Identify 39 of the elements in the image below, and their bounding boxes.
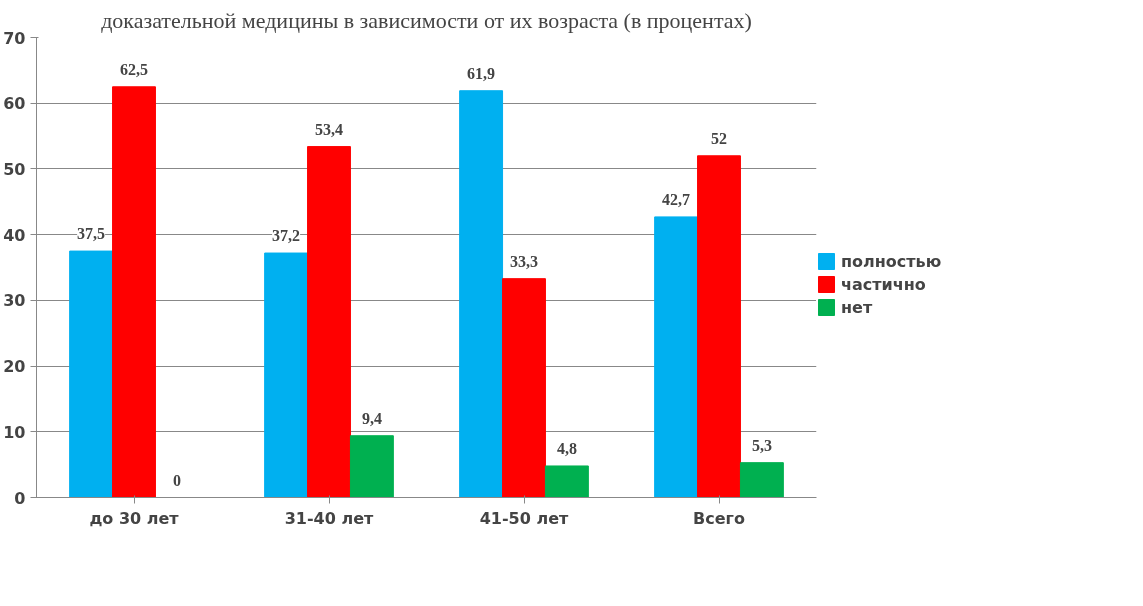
bar	[112, 86, 156, 498]
y-tick-label: 50	[3, 159, 26, 179]
data-label: 33,3	[510, 252, 538, 270]
bar	[544, 465, 589, 498]
bar	[307, 146, 351, 498]
x-tick-label: до 30 лет	[89, 508, 180, 528]
y-tick-label: 10	[3, 422, 26, 442]
chart-title: доказательной медицины в зависимости от их возраста (в процентах)	[101, 7, 752, 33]
y-tick-label: 70	[3, 28, 26, 48]
y-tick-label: 40	[3, 225, 26, 245]
data-label: 37,2	[272, 227, 301, 245]
data-label: 9,4	[361, 409, 382, 427]
data-label: 0	[172, 471, 181, 489]
y-tick-label: 60	[3, 94, 26, 114]
bar	[264, 252, 309, 498]
legend-label: нет	[841, 297, 873, 317]
bar	[349, 435, 394, 498]
bar	[739, 462, 784, 498]
x-tick-label: Всего	[693, 508, 745, 528]
data-label: 62,5	[120, 60, 148, 78]
data-label: 5,3	[751, 436, 772, 454]
legend-label: полностью	[841, 251, 942, 271]
y-tick-label: 30	[3, 291, 26, 311]
y-tick-label: 20	[3, 357, 26, 377]
bar	[654, 216, 699, 498]
legend-label: частично	[841, 274, 926, 294]
data-label: 52	[711, 129, 727, 147]
data-label: 53,4	[315, 120, 343, 138]
data-label: 42,7	[662, 190, 691, 208]
bar	[69, 250, 114, 498]
bar	[459, 90, 504, 498]
x-tick-label: 41-50 лет	[479, 508, 570, 528]
x-tick-label: 31-40 лет	[284, 508, 375, 528]
data-label: 61,9	[467, 64, 496, 82]
bar	[502, 278, 546, 498]
data-label: 37,5	[77, 225, 106, 243]
data-label: 4,8	[556, 439, 577, 457]
bar	[697, 155, 741, 498]
y-tick-label: 0	[14, 488, 26, 508]
